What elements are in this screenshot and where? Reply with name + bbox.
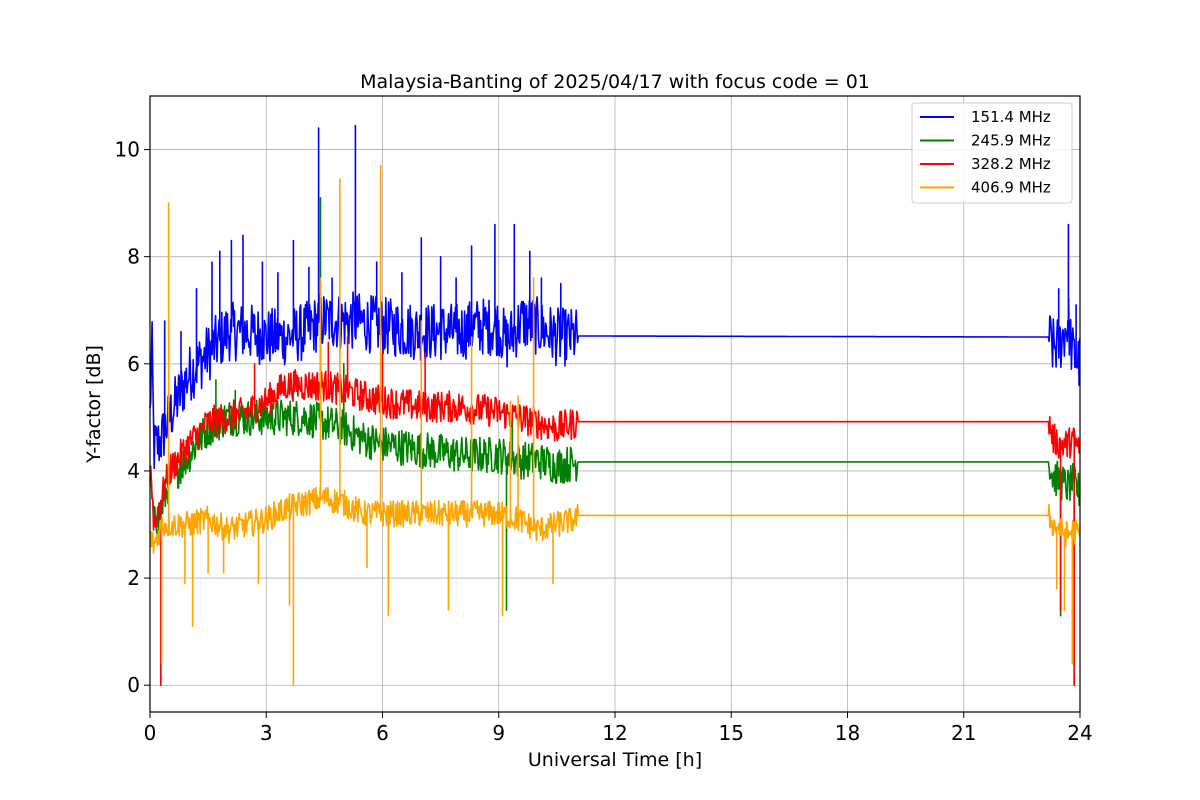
y-tick-label: 2: [127, 566, 140, 590]
x-tick-label: 0: [144, 721, 157, 745]
legend-label: 151.4 MHz: [971, 108, 1051, 126]
x-tick-label: 12: [602, 721, 627, 745]
series-line: [149, 164, 1081, 686]
x-tick-label: 24: [1067, 721, 1092, 745]
y-tick-label: 10: [115, 138, 140, 162]
plot-series: [149, 124, 1081, 686]
series-line: [149, 336, 1081, 686]
x-axis: 0 3 6 9 12 15 18 21 24: [144, 712, 1093, 745]
y-tick-label: 0: [127, 673, 140, 697]
series-line: [149, 197, 1081, 686]
x-tick-label: 21: [951, 721, 976, 745]
x-tick-label: 15: [719, 721, 744, 745]
y-axis-label: Y-factor [dB]: [83, 345, 105, 464]
series-line: [149, 124, 1081, 470]
legend-box: [911, 102, 1073, 204]
legend: 151.4 MHz 245.9 MHz 328.2 MHz 406.9 MHz: [911, 102, 1073, 204]
x-axis-label: Universal Time [h]: [528, 749, 702, 771]
x-tick-label: 6: [376, 721, 389, 745]
y-axis: 0 2 4 6 8 10: [115, 138, 150, 697]
y-tick-label: 8: [127, 245, 140, 269]
x-tick-label: 18: [835, 721, 860, 745]
y-tick-label: 4: [127, 459, 140, 483]
x-tick-label: 9: [492, 721, 505, 745]
chart-title: Malaysia-Banting of 2025/04/17 with focu…: [360, 71, 870, 93]
x-tick-label: 3: [260, 721, 273, 745]
legend-label: 406.9 MHz: [971, 179, 1051, 197]
y-tick-label: 6: [127, 352, 140, 376]
legend-label: 328.2 MHz: [971, 155, 1051, 173]
legend-label: 245.9 MHz: [971, 132, 1051, 150]
